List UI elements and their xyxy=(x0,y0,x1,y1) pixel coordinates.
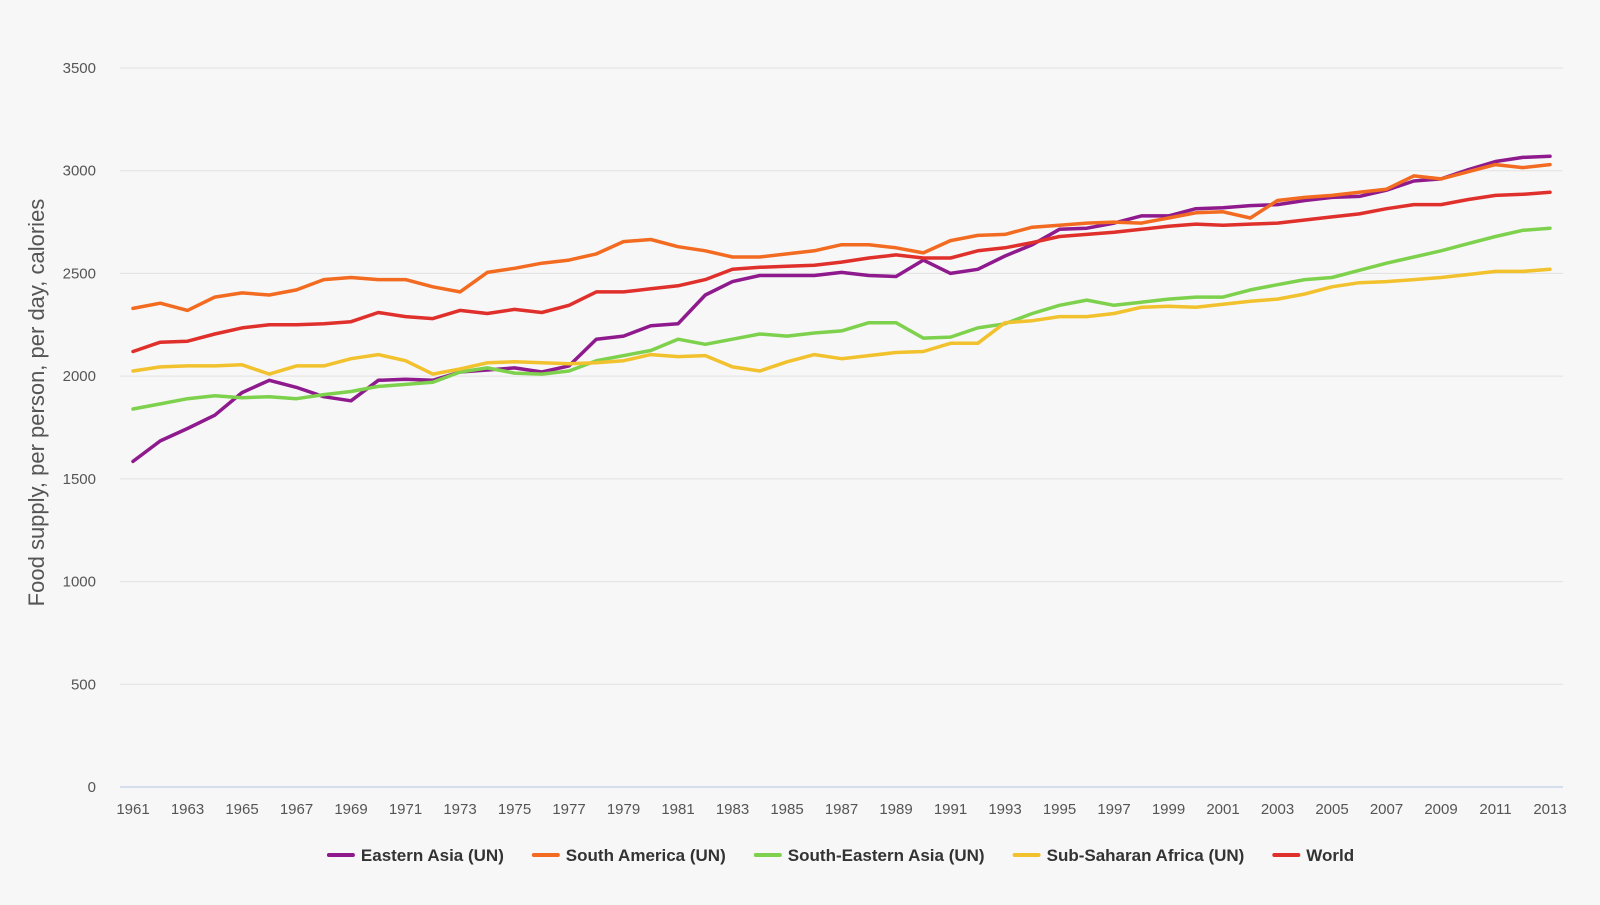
legend-item-south-eastern-asia-un[interactable]: South-Eastern Asia (UN) xyxy=(753,846,985,865)
x-tick-label: 2009 xyxy=(1424,801,1457,818)
y-tick-label: 500 xyxy=(71,676,96,693)
y-tick-label: 1000 xyxy=(63,574,96,591)
x-tick-label: 1963 xyxy=(171,801,204,818)
x-tick-label: 1975 xyxy=(498,801,531,818)
x-tick-label: 2003 xyxy=(1261,801,1294,818)
x-tick-label: 1991 xyxy=(934,801,967,818)
series-line-world[interactable] xyxy=(131,190,1552,354)
x-tick-label: 1995 xyxy=(1043,801,1076,818)
x-tick-label: 2007 xyxy=(1370,801,1403,818)
x-tick-label: 1999 xyxy=(1152,801,1185,818)
series-line-south-eastern-asia-un[interactable] xyxy=(131,226,1552,411)
axes: 0 500 1000 1500 2000 2500 3000 3500 1961 1963 1965… xyxy=(63,60,1567,818)
x-tick-label: 1993 xyxy=(988,801,1021,818)
x-tick-label: 1979 xyxy=(607,801,640,818)
series-line-eastern-asia-un[interactable] xyxy=(131,154,1552,464)
x-tick-label: 1985 xyxy=(770,801,803,818)
x-tick-label: 1969 xyxy=(334,801,367,818)
legend-item-south-america-un[interactable]: South America (UN) xyxy=(531,846,726,865)
y-tick-label: 3000 xyxy=(63,163,96,180)
y-tick-label: 3500 xyxy=(63,60,96,77)
grid-lines xyxy=(120,67,1563,685)
x-tick-label: 1987 xyxy=(825,801,858,818)
x-tick-label: 2001 xyxy=(1206,801,1239,818)
y-axis-title: Food supply, per person, per day, calori… xyxy=(24,199,49,607)
x-tick-label: 1973 xyxy=(443,801,476,818)
legend-label: World xyxy=(1306,846,1354,865)
series-line-south-america-un[interactable] xyxy=(131,162,1552,313)
x-tick-label: 1965 xyxy=(225,801,258,818)
x-tick-label: 1961 xyxy=(116,801,149,818)
x-tick-label: 2011 xyxy=(1479,801,1511,818)
legend-label: South-Eastern Asia (UN) xyxy=(788,846,985,865)
x-tick-label: 2005 xyxy=(1315,801,1348,818)
x-tick-label: 2013 xyxy=(1533,801,1566,818)
y-tick-label: 2500 xyxy=(63,265,96,282)
y-tick-label: 1500 xyxy=(63,471,96,488)
legend-item-sub-saharan-africa-un[interactable]: Sub-Saharan Africa (UN) xyxy=(1012,846,1245,865)
series-lines xyxy=(131,154,1552,464)
x-tick-label: 1971 xyxy=(389,801,422,818)
x-tick-label: 1983 xyxy=(716,801,749,818)
x-tick-label: 1981 xyxy=(661,801,694,818)
x-tick-label: 1967 xyxy=(280,801,313,818)
legend-item-eastern-asia-un[interactable]: Eastern Asia (UN) xyxy=(326,846,504,865)
legend-label: Eastern Asia (UN) xyxy=(361,846,504,865)
y-tick-label: 2000 xyxy=(63,368,96,385)
legend-item-world[interactable]: World xyxy=(1272,846,1354,865)
x-tick-label: 1989 xyxy=(879,801,912,818)
x-tick-label: 1997 xyxy=(1097,801,1130,818)
legend-label: Sub-Saharan Africa (UN) xyxy=(1047,846,1245,865)
y-tick-label: 0 xyxy=(88,779,96,796)
legend-label: South America (UN) xyxy=(566,846,726,865)
x-tick-label: 1977 xyxy=(552,801,585,818)
legend[interactable]: Eastern Asia (UN) South America (UN) South… xyxy=(326,846,1354,865)
series-line-sub-saharan-africa-un[interactable] xyxy=(131,267,1552,376)
